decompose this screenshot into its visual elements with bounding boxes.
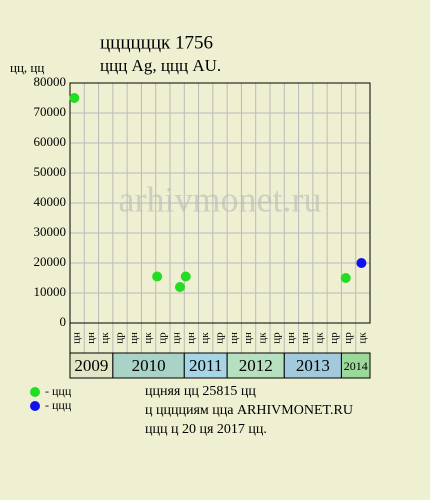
footer-note: ц цццциям цца ARHIVMONET.RU [145,403,353,418]
column-label: цн [299,332,311,344]
column-label: цк [256,332,268,344]
column-label: цн [128,332,140,344]
column-label: цк [99,332,111,344]
column-label: цн [71,332,83,344]
y-tick-label: 80000 [34,74,67,89]
chart-title: ццццццк 1756 [100,32,213,53]
column-label: цн [171,332,183,344]
column-label: цк [356,332,368,344]
watermark: arhivmonet.ru [119,179,322,219]
y-tick-label: 10000 [34,284,67,299]
legend-marker [30,387,40,397]
column-label: цн [228,332,240,344]
year-label: 2010 [132,356,166,375]
column-label: цр [328,332,340,344]
data-point [180,271,191,282]
column-label: цн [285,332,297,344]
chart-subtitle: ццц Ag, ццц AU. [100,56,221,75]
year-label: 2009 [74,356,108,375]
column-label: цр [271,332,283,344]
y-tick-label: 40000 [34,194,67,209]
column-label: цн [85,332,97,344]
year-label: 2011 [189,356,222,375]
y-tick-label: 30000 [34,224,67,239]
plot-frame [69,82,371,324]
y-tick-label: 60000 [34,134,67,149]
footer-note: ццц ц 20 ця 2017 цц. [145,422,267,437]
year-label: 2014 [344,359,368,373]
column-label: цк [199,332,211,344]
column-label: цр [156,332,168,344]
column-label: цк [314,332,326,344]
y-tick-label: 20000 [34,254,67,269]
data-point [69,93,80,103]
data-point [340,273,351,283]
y-axis-label: цц, цц [10,60,44,75]
legend-label: - ццц [45,384,72,398]
year-band [112,352,185,379]
y-tick-label: 70000 [34,104,67,119]
y-tick-label: 50000 [34,164,67,179]
column-label: цн [242,332,254,344]
year-label: 2012 [239,356,273,375]
year-band [226,352,285,379]
footer-note: ццняя цц 25815 цц [145,384,256,399]
legend-label: - ццц [45,398,72,412]
data-point [152,271,163,282]
year-band [183,352,228,379]
data-point [356,258,367,268]
column-label: цр [114,332,126,344]
year-band [340,352,371,379]
column-label: цр [214,332,226,344]
legend-marker [30,401,40,411]
data-point [175,282,185,292]
column-label: цк [142,332,154,344]
column-label: цн [185,332,197,344]
column-label: цр [342,332,354,344]
y-tick-label: 0 [60,314,67,329]
year-label: 2013 [296,356,330,375]
